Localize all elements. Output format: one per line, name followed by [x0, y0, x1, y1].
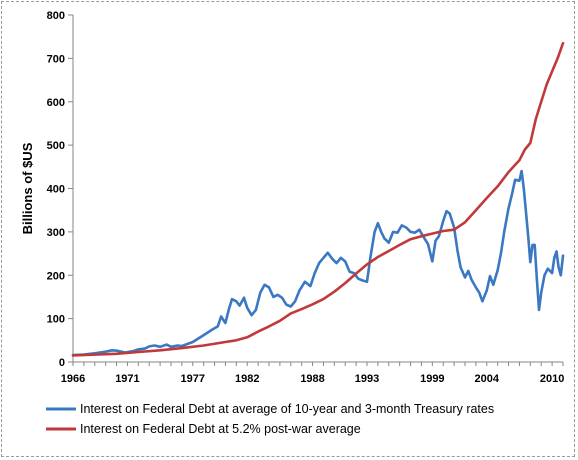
- x-tick-label: 2010: [540, 373, 564, 385]
- series-line-2: [71, 41, 565, 357]
- x-tick-label: 1988: [300, 373, 324, 385]
- x-tick-label: 1966: [61, 373, 85, 385]
- y-tick-label: 700: [47, 53, 65, 65]
- y-tick-label: 300: [47, 227, 65, 239]
- x-tick-label: 1982: [235, 373, 259, 385]
- x-tick-label: 1999: [420, 373, 444, 385]
- y-tick-label: 0: [59, 357, 65, 369]
- legend: Interest on Federal Debt at average of 1…: [46, 402, 494, 436]
- series-lines: [71, 41, 565, 357]
- y-tick-label: 600: [47, 97, 65, 109]
- axes: 0 100 200 300 400 500 600 700 800 1966 1971 1977 198…: [20, 10, 564, 385]
- legend-label-2: Interest on Federal Debt at 5.2% post-wa…: [80, 422, 361, 436]
- x-tick-label: 1977: [181, 373, 205, 385]
- x-tick-label: 2004: [475, 373, 500, 385]
- y-axis-label: Billions of $US: [20, 142, 35, 234]
- legend-label-1: Interest on Federal Debt at average of 1…: [80, 402, 494, 416]
- y-tick-label: 800: [47, 10, 65, 22]
- x-tick-label: 1993: [355, 373, 379, 385]
- y-tick-label: 400: [47, 184, 65, 196]
- y-tick-label: 200: [47, 270, 65, 282]
- y-tick-label: 100: [47, 314, 65, 326]
- series-line-1: [71, 169, 565, 357]
- y-tick-label: 500: [47, 140, 65, 152]
- x-tick-label: 1971: [115, 373, 139, 385]
